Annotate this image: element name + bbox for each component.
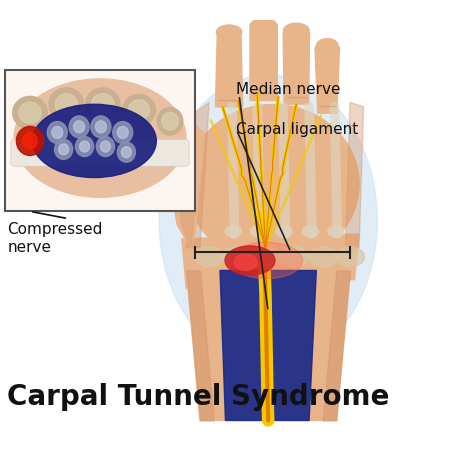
Ellipse shape <box>13 96 47 129</box>
Ellipse shape <box>16 126 44 155</box>
Ellipse shape <box>96 136 115 157</box>
Ellipse shape <box>23 133 37 149</box>
FancyBboxPatch shape <box>11 140 189 166</box>
Ellipse shape <box>113 122 133 144</box>
Ellipse shape <box>19 102 41 123</box>
Text: Carpal ligament: Carpal ligament <box>236 122 359 137</box>
Ellipse shape <box>54 140 73 159</box>
Ellipse shape <box>162 112 178 130</box>
Ellipse shape <box>280 247 309 267</box>
Ellipse shape <box>335 247 364 267</box>
Ellipse shape <box>284 23 309 38</box>
Ellipse shape <box>91 116 111 138</box>
Ellipse shape <box>157 108 183 135</box>
Ellipse shape <box>251 225 267 237</box>
Ellipse shape <box>32 104 156 178</box>
Ellipse shape <box>234 254 257 270</box>
Ellipse shape <box>328 225 344 237</box>
Polygon shape <box>186 102 209 248</box>
Ellipse shape <box>52 126 63 139</box>
Text: Compressed
nerve: Compressed nerve <box>7 222 103 255</box>
Polygon shape <box>250 20 277 100</box>
Text: Carpal Tunnel Syndrome: Carpal Tunnel Syndrome <box>7 383 390 411</box>
Polygon shape <box>216 27 243 107</box>
Polygon shape <box>220 270 316 420</box>
Ellipse shape <box>276 225 292 237</box>
FancyBboxPatch shape <box>4 71 195 211</box>
Polygon shape <box>177 139 195 248</box>
Ellipse shape <box>100 141 110 152</box>
Ellipse shape <box>230 242 303 279</box>
Ellipse shape <box>122 147 131 158</box>
Polygon shape <box>182 234 359 288</box>
Ellipse shape <box>14 79 186 197</box>
Ellipse shape <box>128 100 150 120</box>
Ellipse shape <box>159 75 377 366</box>
Ellipse shape <box>58 144 69 155</box>
Ellipse shape <box>309 247 338 267</box>
Ellipse shape <box>55 94 77 115</box>
Ellipse shape <box>216 25 242 40</box>
Ellipse shape <box>95 121 106 133</box>
Ellipse shape <box>49 88 84 121</box>
Ellipse shape <box>69 116 89 138</box>
Ellipse shape <box>186 104 359 264</box>
Ellipse shape <box>302 225 319 237</box>
Ellipse shape <box>250 18 277 33</box>
Ellipse shape <box>251 247 280 267</box>
Ellipse shape <box>86 88 120 121</box>
Ellipse shape <box>316 39 338 53</box>
Ellipse shape <box>117 126 128 139</box>
Ellipse shape <box>76 136 94 157</box>
Ellipse shape <box>117 142 135 162</box>
Polygon shape <box>315 40 340 113</box>
Ellipse shape <box>194 247 224 267</box>
Ellipse shape <box>74 121 85 133</box>
Polygon shape <box>171 125 205 248</box>
Ellipse shape <box>222 247 251 267</box>
Ellipse shape <box>47 122 67 144</box>
Ellipse shape <box>225 225 241 237</box>
Ellipse shape <box>123 94 155 126</box>
Polygon shape <box>346 102 364 252</box>
Polygon shape <box>283 25 310 104</box>
Ellipse shape <box>80 141 90 152</box>
Text: Median nerve: Median nerve <box>236 82 341 97</box>
Polygon shape <box>186 270 350 420</box>
Ellipse shape <box>91 94 114 115</box>
Ellipse shape <box>225 246 275 275</box>
